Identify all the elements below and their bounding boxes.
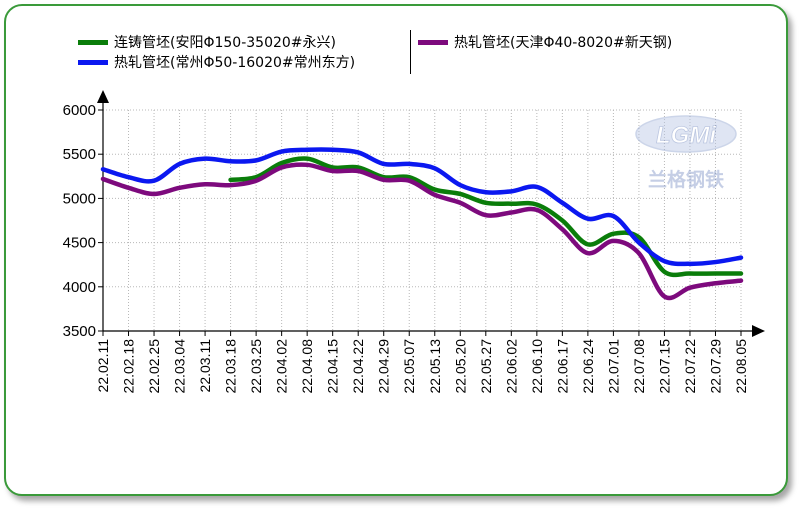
x-tick-label: 22.04.15 [325,339,341,394]
x-tick-label: 22.03.04 [172,339,188,394]
watermark-logo-text: LGMi [656,122,717,149]
series-line-changzhou [100,147,744,267]
x-tick-label: 22.04.08 [299,339,315,394]
legend-swatch-changzhou [78,59,108,65]
legend-swatch-anyang [78,39,108,45]
series-line-anyang [228,156,744,278]
legend-separator [410,30,411,74]
plot-area [103,110,741,331]
x-tick-label: 22.06.02 [503,339,519,394]
y-tick-label: 6000 [63,102,96,119]
y-tick-label: 4500 [63,235,96,252]
x-tick-label: 22.04.02 [274,339,290,394]
x-tick-label: 22.03.11 [197,339,213,393]
x-axis-arrow [752,325,765,337]
y-tick-label: 3500 [63,323,96,340]
x-tick-label: 22.07.29 [707,339,723,394]
x-tick-label: 22.02.18 [121,339,137,394]
y-tick-label: 5000 [63,190,96,207]
watermark-logo: LGMi 兰格钢铁 [635,115,737,191]
legend-item-tianjin: 热轧管坯(天津Φ40-8020#新天钢) [418,32,672,52]
y-axis-arrow [97,90,109,103]
x-tick-label: 22.04.29 [376,339,392,394]
x-tick-label: 22.07.22 [682,339,698,394]
x-tick-label: 22.05.27 [478,339,494,394]
legend-label-tianjin: 热轧管坯(天津Φ40-8020#新天钢) [454,35,673,51]
x-tick-label: 22.02.25 [146,339,162,394]
x-tick-label: 22.07.15 [656,339,672,394]
x-tick-label: 22.02.11 [95,339,111,393]
x-tick-label: 22.03.25 [248,339,264,394]
legend-swatch-tianjin [418,39,448,45]
legend-label-changzhou: 热轧管坯(常州Φ50-16020#常州东方) [114,55,356,71]
legend-item-changzhou: 热轧管坯(常州Φ50-16020#常州东方) [78,52,355,72]
x-tick-label: 22.06.17 [554,339,570,394]
x-tick-label: 22.04.22 [350,339,366,394]
x-tick-label: 22.06.24 [580,339,596,394]
y-tick-label: 4000 [63,279,96,296]
x-tick-label: 22.05.07 [401,339,417,394]
x-tick-label: 22.05.13 [427,339,443,394]
x-tick-label: 22.07.08 [631,339,647,394]
watermark-text: 兰格钢铁 [648,168,724,191]
x-tick-label: 22.07.01 [605,339,621,394]
x-tick-label: 22.03.18 [223,339,239,394]
x-tick-label: 22.06.10 [529,339,545,394]
y-tick-label: 5500 [63,146,96,163]
x-tick-label: 22.08.05 [733,339,749,394]
series-line-tianjin [100,162,744,301]
x-tick-label: 22.05.20 [452,339,468,394]
legend-item-anyang: 连铸管坯(安阳Φ150-35020#永兴) [78,32,336,52]
legend-label-anyang: 连铸管坯(安阳Φ150-35020#永兴) [114,35,336,51]
